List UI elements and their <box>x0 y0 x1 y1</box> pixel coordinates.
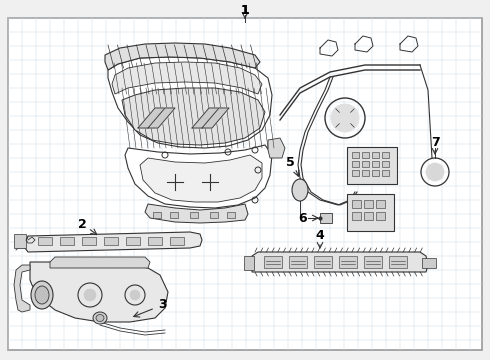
Bar <box>320 213 332 223</box>
Polygon shape <box>50 257 150 268</box>
FancyBboxPatch shape <box>347 194 394 231</box>
Text: 3: 3 <box>158 298 166 311</box>
Ellipse shape <box>31 281 53 309</box>
Polygon shape <box>145 204 248 223</box>
FancyBboxPatch shape <box>347 147 397 184</box>
Bar <box>352 152 359 158</box>
Bar <box>382 161 389 167</box>
Bar <box>170 237 184 245</box>
Text: 4: 4 <box>316 229 324 242</box>
Polygon shape <box>30 262 168 322</box>
Bar <box>376 200 385 208</box>
Bar <box>422 258 436 268</box>
Ellipse shape <box>35 286 49 304</box>
Ellipse shape <box>93 312 107 324</box>
Bar <box>289 256 307 268</box>
Bar <box>126 237 140 245</box>
Circle shape <box>130 290 140 300</box>
Polygon shape <box>108 57 272 148</box>
Bar <box>364 256 382 268</box>
Polygon shape <box>202 108 229 128</box>
Bar <box>372 170 379 176</box>
Bar <box>153 212 161 218</box>
Bar <box>104 237 118 245</box>
Bar <box>364 212 373 220</box>
Bar <box>362 161 369 167</box>
Polygon shape <box>122 88 265 145</box>
Bar <box>264 256 282 268</box>
Polygon shape <box>192 108 219 128</box>
Bar <box>382 170 389 176</box>
Bar <box>352 200 361 208</box>
Bar <box>314 256 332 268</box>
Circle shape <box>331 104 359 132</box>
Polygon shape <box>252 252 428 272</box>
Text: 7: 7 <box>431 135 440 149</box>
Text: 1: 1 <box>241 4 249 17</box>
Bar <box>339 256 357 268</box>
Text: 1: 1 <box>241 4 249 17</box>
Polygon shape <box>105 43 260 70</box>
Circle shape <box>84 289 96 301</box>
Bar <box>244 256 254 270</box>
Bar <box>362 152 369 158</box>
Bar <box>382 152 389 158</box>
Bar <box>389 256 407 268</box>
Polygon shape <box>140 155 262 202</box>
Polygon shape <box>125 145 272 208</box>
Bar <box>148 237 162 245</box>
Bar <box>227 212 235 218</box>
Polygon shape <box>138 108 165 128</box>
Bar <box>82 237 96 245</box>
Bar <box>362 170 369 176</box>
Bar <box>372 161 379 167</box>
Polygon shape <box>148 108 175 128</box>
Bar <box>170 212 178 218</box>
Polygon shape <box>268 138 285 158</box>
Text: 2: 2 <box>77 217 86 230</box>
Bar <box>376 212 385 220</box>
Bar <box>38 237 52 245</box>
Bar <box>210 212 218 218</box>
Text: 5: 5 <box>286 156 294 168</box>
Bar <box>60 237 74 245</box>
Polygon shape <box>14 265 30 312</box>
Bar <box>190 212 198 218</box>
Polygon shape <box>25 232 202 252</box>
Bar <box>364 200 373 208</box>
Bar <box>372 152 379 158</box>
Bar <box>14 234 26 248</box>
Ellipse shape <box>292 179 308 201</box>
Bar <box>352 161 359 167</box>
Polygon shape <box>112 62 262 94</box>
Ellipse shape <box>96 315 104 321</box>
Circle shape <box>426 163 444 181</box>
Bar <box>352 212 361 220</box>
Text: 6: 6 <box>298 212 307 225</box>
Bar <box>352 170 359 176</box>
